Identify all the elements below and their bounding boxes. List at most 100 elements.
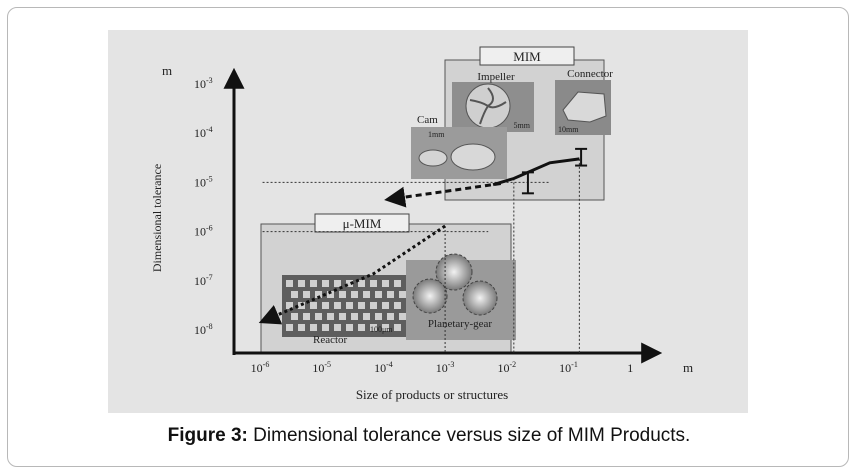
connector-label: Connector [567,68,613,80]
y-tick-label: 10-5 [194,174,213,189]
figure-image: MIM Impeller 5mm Connector 10mm Cam 1mm … [108,30,748,413]
gear-right [462,280,498,316]
y-tick-exponent: -7 [206,273,213,282]
y-axis-unit: m [162,63,172,78]
micro-mim-region-title-box [314,213,410,233]
reactor-cell [315,291,322,298]
y-tick-label: 10-8 [194,322,213,337]
y-axis-title: Dimensional tolerance [150,164,164,272]
reactor-cell [286,324,293,331]
reactor-cell [370,324,377,331]
reactor-label: Reactor [313,334,348,346]
y-tick-label: 10-6 [194,224,213,239]
reactor-cell [298,280,305,287]
x-tick-label: 10-6 [251,360,270,375]
reactor-cell [358,302,365,309]
gear-left [412,278,448,314]
reactor-cell [346,324,353,331]
reactor-cell [322,280,329,287]
x-tick-exponent: -6 [263,360,270,369]
x-tick-exponent: -3 [448,360,455,369]
reactor-cell [375,291,382,298]
y-tick-label: 10-4 [194,125,213,140]
x-axis-title: Size of products or structures [356,387,508,402]
x-tick-label: 1 [627,361,633,375]
series-arrow [384,182,502,208]
reactor-cell [394,302,401,309]
reactor-cell [334,302,341,309]
cam-label: Cam [417,114,438,126]
impeller-label: Impeller [477,71,515,83]
reactor-cell [382,302,389,309]
reactor-cell [303,291,310,298]
y-tick-label: 10-3 [194,76,213,91]
reactor-cell [387,291,394,298]
reactor-cell [351,313,358,320]
planetary-gear-label: Planetary-gear [428,318,492,330]
reactor-cell [358,280,365,287]
reactor-cell [339,291,346,298]
reactor-cell [370,302,377,309]
x-tick-exponent: -5 [324,360,331,369]
reactor-cell [334,280,341,287]
reactor-cell [399,313,406,320]
reactor-cell [291,313,298,320]
reactor-cell [322,324,329,331]
connector-scale: 10mm [558,125,579,134]
impeller-blades [469,87,507,125]
y-tick-exponent: -8 [206,322,213,331]
x-tick-label: 10-5 [312,360,331,375]
reactor-cell [298,324,305,331]
reactor-cell [394,324,401,331]
cam-shape-right [450,143,496,171]
reactor-cell [322,302,329,309]
reactor-cell [346,302,353,309]
reactor-cell [339,313,346,320]
figure-caption: Figure 3: Dimensional tolerance versus s… [0,425,858,447]
reactor-cell [358,324,365,331]
micro-mim-region-title: μ-MIM [343,216,382,231]
x-axis-unit: m [683,360,693,375]
reactor-cell [327,291,334,298]
y-tick-exponent: -3 [206,76,213,85]
reactor-cell [310,302,317,309]
x-tick-label: 10-4 [374,360,393,375]
x-tick-exponent: -1 [571,360,578,369]
reactor-cell [286,280,293,287]
reactor-cell [327,313,334,320]
reactor-cell [310,324,317,331]
x-tick-exponent: -4 [386,360,393,369]
error-bars [521,147,588,195]
reactor-pattern [286,280,406,331]
chart-svg: MIM Impeller 5mm Connector 10mm Cam 1mm … [150,46,693,402]
impeller-scale: 5mm [514,121,531,130]
reactor-cell [351,291,358,298]
reactor-cell [315,313,322,320]
series-line [492,157,580,187]
reactor-cell [303,313,310,320]
reactor-cell [370,280,377,287]
reactor-cell [382,324,389,331]
reactor-cell [286,302,293,309]
y-tick-exponent: -6 [206,224,213,233]
reactor-cell [310,280,317,287]
y-tick-exponent: -4 [206,125,213,134]
connector-shape [562,91,607,123]
reactor-cell [394,280,401,287]
series-line [258,224,446,325]
reactor-cell [399,291,406,298]
cam-shape-left [418,149,448,167]
reactor-cell [291,291,298,298]
reactor-cell [387,313,394,320]
reactor-scale: 100μm [370,325,393,334]
x-tick-label: 10-1 [559,360,578,375]
x-tick-label: 10-3 [436,360,455,375]
mim-region-title: MIM [513,49,541,64]
y-tick-exponent: -5 [206,174,213,183]
series-group [258,157,580,325]
x-tick-label: 10-2 [497,360,516,375]
reactor-cell [375,313,382,320]
x-tick-exponent: -2 [509,360,516,369]
figure-caption-text: Dimensional tolerance versus size of MIM… [253,425,691,446]
cam-scale: 1mm [428,130,445,139]
